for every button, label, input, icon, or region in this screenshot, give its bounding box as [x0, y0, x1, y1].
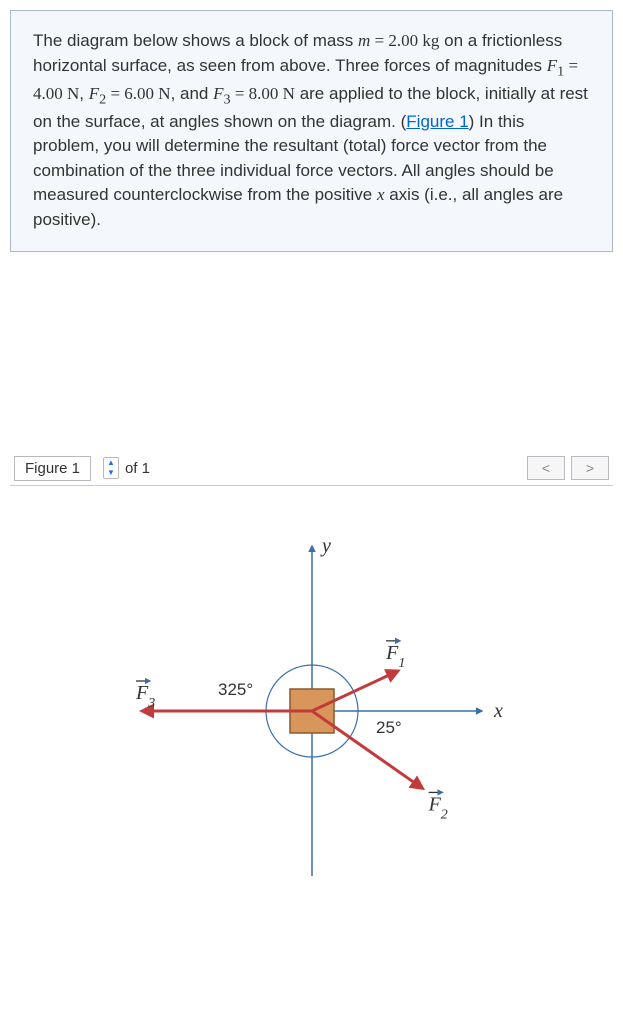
next-button[interactable]: > [571, 456, 609, 480]
svg-text:325°: 325° [218, 680, 253, 699]
figure-label: Figure 1 [14, 456, 91, 481]
figure-nav: < > [527, 456, 609, 480]
eq-m-val: = 2.00 kg [370, 31, 439, 50]
svg-text:F3: F3 [135, 682, 155, 711]
text: The diagram below shows a block of mass [33, 31, 358, 50]
chevron-down-icon[interactable]: ▼ [104, 468, 118, 478]
svg-text:x: x [493, 700, 503, 722]
figure-label-group: Figure 1 ▲ ▼ of 1 [14, 456, 150, 481]
eq-f3: F [213, 84, 223, 103]
chevron-right-icon: > [586, 460, 594, 476]
figure-toolbar: Figure 1 ▲ ▼ of 1 < > [10, 452, 613, 486]
eq-f1: F [547, 56, 557, 75]
figure-link[interactable]: Figure 1 [406, 112, 468, 131]
eq-f3-sub: 3 = 8.00 N [224, 84, 295, 103]
svg-text:F1: F1 [385, 642, 405, 671]
figure-counter: ▲ ▼ of 1 [103, 457, 150, 479]
force-diagram: x y F1 F2 F3 25° 325° [52, 516, 572, 896]
prev-button[interactable]: < [527, 456, 565, 480]
figure-stepper[interactable]: ▲ ▼ [103, 457, 119, 479]
text: , [79, 84, 88, 103]
of-text: of 1 [125, 460, 150, 477]
eq-f2: F [89, 84, 99, 103]
chevron-up-icon[interactable]: ▲ [104, 458, 118, 468]
eq-f2-sub: 2 = 6.00 N [99, 84, 170, 103]
svg-text:y: y [320, 535, 331, 557]
chevron-left-icon: < [542, 460, 550, 476]
eq-m: m [358, 31, 370, 50]
svg-text:25°: 25° [376, 718, 402, 737]
svg-text:F2: F2 [427, 793, 447, 822]
figure-canvas: x y F1 F2 F3 25° 325° [10, 486, 613, 916]
text: , and [171, 84, 214, 103]
problem-statement: The diagram below shows a block of mass … [10, 10, 613, 252]
